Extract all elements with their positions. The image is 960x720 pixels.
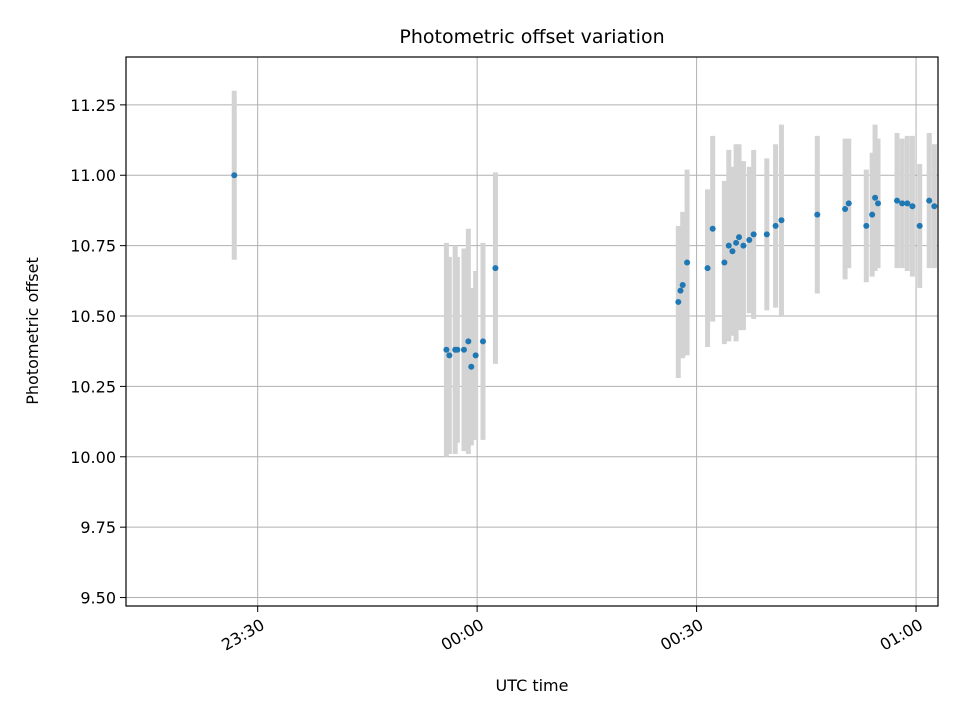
data-point [460,346,467,353]
y-tick-label: 9.50 [80,589,116,608]
data-point [931,203,938,210]
data-point [845,200,852,207]
data-point [479,338,486,345]
data-point [729,248,736,255]
x-tick-label: 00:00 [438,615,487,655]
data-point [746,237,753,243]
chart-title: Photometric offset variation [399,26,664,48]
x-axis-label: UTC time [496,676,569,695]
data-point [443,346,450,353]
data-point [909,203,916,210]
data-point [863,222,870,229]
data-point [704,265,711,272]
data-point [468,363,475,370]
data-point [916,222,923,229]
data-point [778,217,785,224]
data-point [675,298,682,305]
data-point [446,352,453,359]
x-tick-label: 01:00 [877,615,926,655]
data-point [869,211,876,218]
data-point [231,172,238,179]
y-axis-ticks: 9.50 9.75 10.00 10.25 10.50 10.75 11.00 11.25 [70,96,126,608]
x-tick-label: 00:30 [657,615,706,655]
data-point [736,234,743,241]
y-tick-label: 11.00 [70,166,116,185]
data-point [872,194,879,201]
data-point [763,231,770,238]
x-tick-label: 23:30 [218,615,267,655]
y-axis-label: Photometric offset [23,257,42,405]
data-point [677,287,684,294]
data-point [772,222,779,229]
data-point [679,282,686,289]
y-tick-label: 10.00 [70,448,116,467]
y-tick-label: 9.75 [80,518,116,537]
data-point [814,211,821,218]
data-point [465,338,472,345]
data-point [740,242,747,249]
data-point [709,225,716,232]
y-tick-label: 11.25 [70,96,116,115]
data-point [926,197,933,204]
data-point [875,200,882,207]
y-tick-label: 10.50 [70,307,116,326]
data-points [231,172,938,370]
data-point [842,206,849,213]
data-point [492,265,499,272]
data-point [684,259,691,266]
data-point [721,259,728,266]
data-point [904,200,911,207]
data-point [899,200,906,207]
data-point [472,352,479,359]
y-tick-label: 10.25 [70,377,116,396]
data-point [750,231,757,238]
data-point [733,239,740,246]
grid [126,57,938,606]
y-tick-label: 10.75 [70,237,116,256]
data-point [725,242,732,249]
data-point [894,197,901,204]
error-bars [231,90,937,457]
plot-area-frame [125,56,939,607]
data-point [454,346,461,353]
